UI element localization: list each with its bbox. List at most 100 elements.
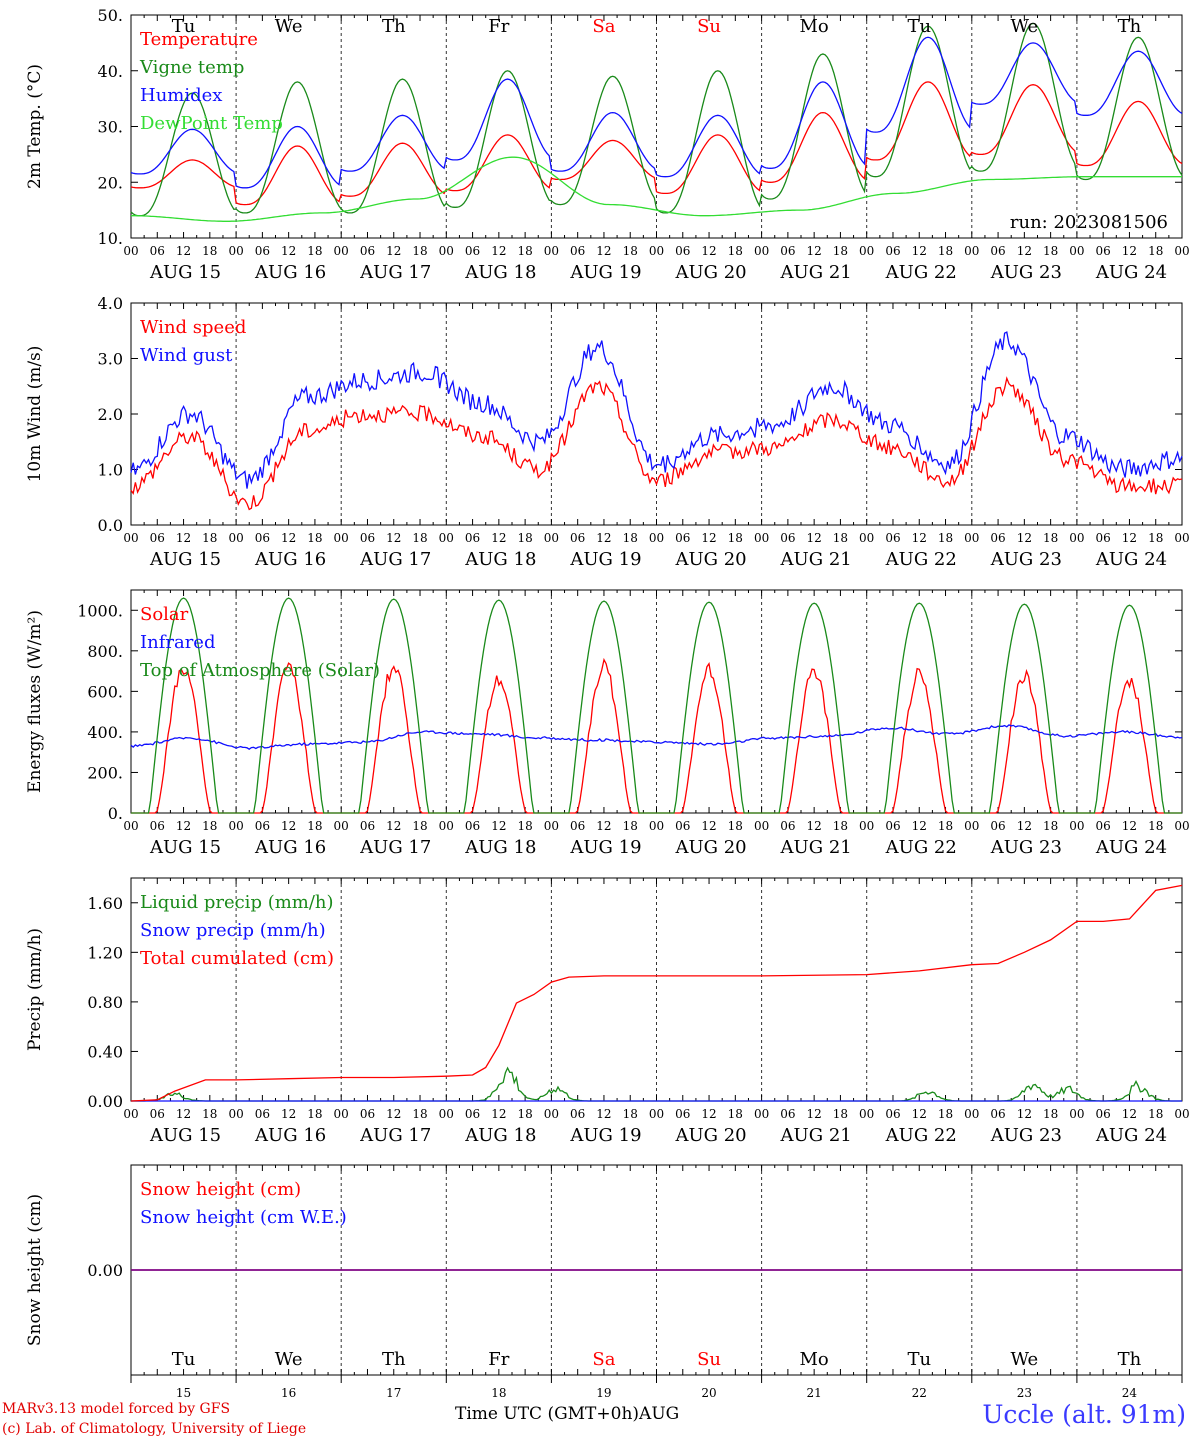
hour-tick-label: 12 xyxy=(386,531,401,545)
date-label: AUG 18 xyxy=(464,837,536,858)
hour-tick-label: 00 xyxy=(964,819,979,833)
hour-tick-label: 12 xyxy=(1122,531,1137,545)
date-label: AUG 17 xyxy=(359,1125,431,1146)
hour-tick-label: 18 xyxy=(833,531,848,545)
y-tick-label: 1.20 xyxy=(87,943,123,962)
hour-tick-label: 00 xyxy=(859,244,874,258)
hour-tick-label: 06 xyxy=(465,1107,480,1121)
day-number-label: 19 xyxy=(596,1386,611,1400)
hour-tick-label: 18 xyxy=(938,819,953,833)
hour-tick-label: 06 xyxy=(360,244,375,258)
hour-tick-label: 18 xyxy=(833,1107,848,1121)
hour-tick-label: 18 xyxy=(412,819,427,833)
hour-tick-label: 18 xyxy=(728,1107,743,1121)
hour-tick-label: 00 xyxy=(1174,244,1189,258)
weekday-label: We xyxy=(275,16,303,37)
date-label: AUG 15 xyxy=(149,1125,221,1146)
hour-tick-label: 12 xyxy=(491,531,506,545)
hour-tick-label: 18 xyxy=(202,244,217,258)
hour-tick-label: 06 xyxy=(570,819,585,833)
hour-tick-label: 06 xyxy=(360,531,375,545)
series-line xyxy=(130,331,1183,489)
weekday-label: We xyxy=(1011,1349,1039,1370)
weekday-label: Tu xyxy=(172,16,196,37)
hour-tick-label: 12 xyxy=(596,1107,611,1121)
hour-tick-label: 18 xyxy=(517,244,532,258)
hour-tick-label: 06 xyxy=(150,244,165,258)
hour-tick-label: 06 xyxy=(1096,819,1111,833)
hour-tick-label: 12 xyxy=(1122,244,1137,258)
weekday-label: Th xyxy=(1118,16,1142,37)
hour-tick-label: 00 xyxy=(649,531,664,545)
weekday-label: Fr xyxy=(488,16,509,37)
weekday-label: Th xyxy=(382,16,406,37)
hour-tick-label: 18 xyxy=(623,531,638,545)
hour-tick-label: 18 xyxy=(1148,244,1163,258)
hour-tick-label: 00 xyxy=(964,531,979,545)
date-label: AUG 22 xyxy=(885,549,957,570)
hour-tick-label: 06 xyxy=(570,1107,585,1121)
hour-tick-label: 18 xyxy=(938,1107,953,1121)
date-label: AUG 17 xyxy=(359,837,431,858)
y-tick-label: 0.00 xyxy=(87,1092,123,1111)
hour-tick-label: 06 xyxy=(990,819,1005,833)
panel-1 xyxy=(130,14,1183,239)
y-axis-label: 10m Wind (m/s) xyxy=(25,346,45,483)
date-label: AUG 21 xyxy=(780,549,852,570)
hour-tick-label: 06 xyxy=(780,244,795,258)
hour-tick-label: 12 xyxy=(701,531,716,545)
hour-tick-label: 12 xyxy=(701,819,716,833)
y-tick-label: 0.40 xyxy=(87,1042,123,1061)
hour-tick-label: 00 xyxy=(649,1107,664,1121)
legend-entry: Snow height (cm W.E.) xyxy=(140,1207,347,1228)
hour-tick-label: 12 xyxy=(912,244,927,258)
hour-tick-label: 12 xyxy=(386,819,401,833)
hour-tick-label: 06 xyxy=(990,244,1005,258)
day-number-label: 15 xyxy=(176,1386,191,1400)
hour-tick-label: 18 xyxy=(1148,1107,1163,1121)
hour-tick-label: 00 xyxy=(649,244,664,258)
hour-tick-label: 18 xyxy=(202,531,217,545)
day-number-label: 23 xyxy=(1017,1386,1032,1400)
weekday-label: Tu xyxy=(907,16,931,37)
y-tick-label: 1.60 xyxy=(87,894,123,913)
hour-tick-label: 06 xyxy=(570,244,585,258)
date-label: AUG 16 xyxy=(254,549,326,570)
hour-tick-label: 18 xyxy=(202,1107,217,1121)
series-line xyxy=(130,81,1183,206)
hour-tick-label: 06 xyxy=(990,1107,1005,1121)
weekday-label: We xyxy=(1011,16,1039,37)
date-label: AUG 15 xyxy=(149,549,221,570)
station-name: Uccle (alt. 91m) xyxy=(982,1400,1186,1429)
hour-tick-label: 12 xyxy=(1122,1107,1137,1121)
weekday-label: Th xyxy=(382,1349,406,1370)
y-tick-label: 0.80 xyxy=(87,993,123,1012)
hour-tick-label: 18 xyxy=(728,531,743,545)
day-number-label: 16 xyxy=(281,1386,296,1400)
weekday-label: Fr xyxy=(488,1349,509,1370)
hour-tick-label: 18 xyxy=(1043,244,1058,258)
hour-tick-label: 12 xyxy=(176,819,191,833)
hour-tick-label: 06 xyxy=(780,531,795,545)
date-label: AUG 24 xyxy=(1095,549,1167,570)
hour-tick-label: 06 xyxy=(465,244,480,258)
hour-tick-label: 18 xyxy=(202,819,217,833)
hour-tick-label: 12 xyxy=(1017,1107,1032,1121)
date-label: AUG 16 xyxy=(254,837,326,858)
legend-entry: Liquid precip (mm/h) xyxy=(140,892,334,913)
hour-tick-label: 06 xyxy=(255,531,270,545)
hour-tick-label: 00 xyxy=(123,244,138,258)
series-line xyxy=(130,36,1183,189)
hour-tick-label: 00 xyxy=(123,819,138,833)
hour-tick-label: 12 xyxy=(176,1107,191,1121)
day-number-label: 18 xyxy=(491,1386,506,1400)
hour-tick-label: 00 xyxy=(1069,244,1084,258)
hour-tick-label: 06 xyxy=(150,531,165,545)
hour-tick-label: 12 xyxy=(912,1107,927,1121)
series-line xyxy=(130,376,1183,511)
date-label: AUG 22 xyxy=(885,262,957,283)
hour-tick-label: 18 xyxy=(1148,531,1163,545)
date-label: AUG 18 xyxy=(464,262,536,283)
day-number-label: 17 xyxy=(386,1386,401,1400)
hour-tick-label: 12 xyxy=(176,531,191,545)
